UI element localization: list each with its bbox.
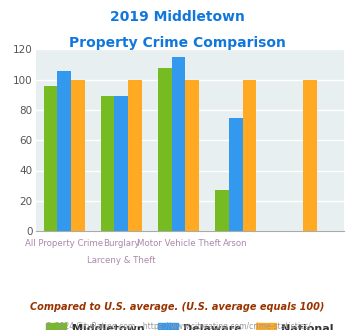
Bar [171, 57, 185, 231]
Bar [128, 80, 142, 231]
Bar [215, 190, 229, 231]
Bar [57, 71, 71, 231]
Text: Arson: Arson [223, 239, 248, 248]
Text: Compared to U.S. average. (U.S. average equals 100): Compared to U.S. average. (U.S. average … [30, 302, 325, 312]
Text: Motor Vehicle Theft: Motor Vehicle Theft [137, 239, 220, 248]
Bar [185, 80, 199, 231]
Bar [44, 86, 57, 231]
Text: All Property Crime: All Property Crime [25, 239, 103, 248]
Bar [158, 68, 171, 231]
Legend: Middletown, Delaware, National: Middletown, Delaware, National [42, 318, 338, 330]
Text: Property Crime Comparison: Property Crime Comparison [69, 36, 286, 50]
Text: © 2024 CityRating.com - https://www.cityrating.com/crime-statistics/: © 2024 CityRating.com - https://www.city… [45, 322, 310, 330]
Text: Larceny & Theft: Larceny & Theft [87, 256, 155, 265]
Bar [114, 96, 128, 231]
Bar [101, 96, 114, 231]
Bar [303, 80, 317, 231]
Text: 2019 Middletown: 2019 Middletown [110, 10, 245, 24]
Text: Burglary: Burglary [103, 239, 140, 248]
Bar [229, 117, 242, 231]
Bar [71, 80, 85, 231]
Bar [242, 80, 256, 231]
